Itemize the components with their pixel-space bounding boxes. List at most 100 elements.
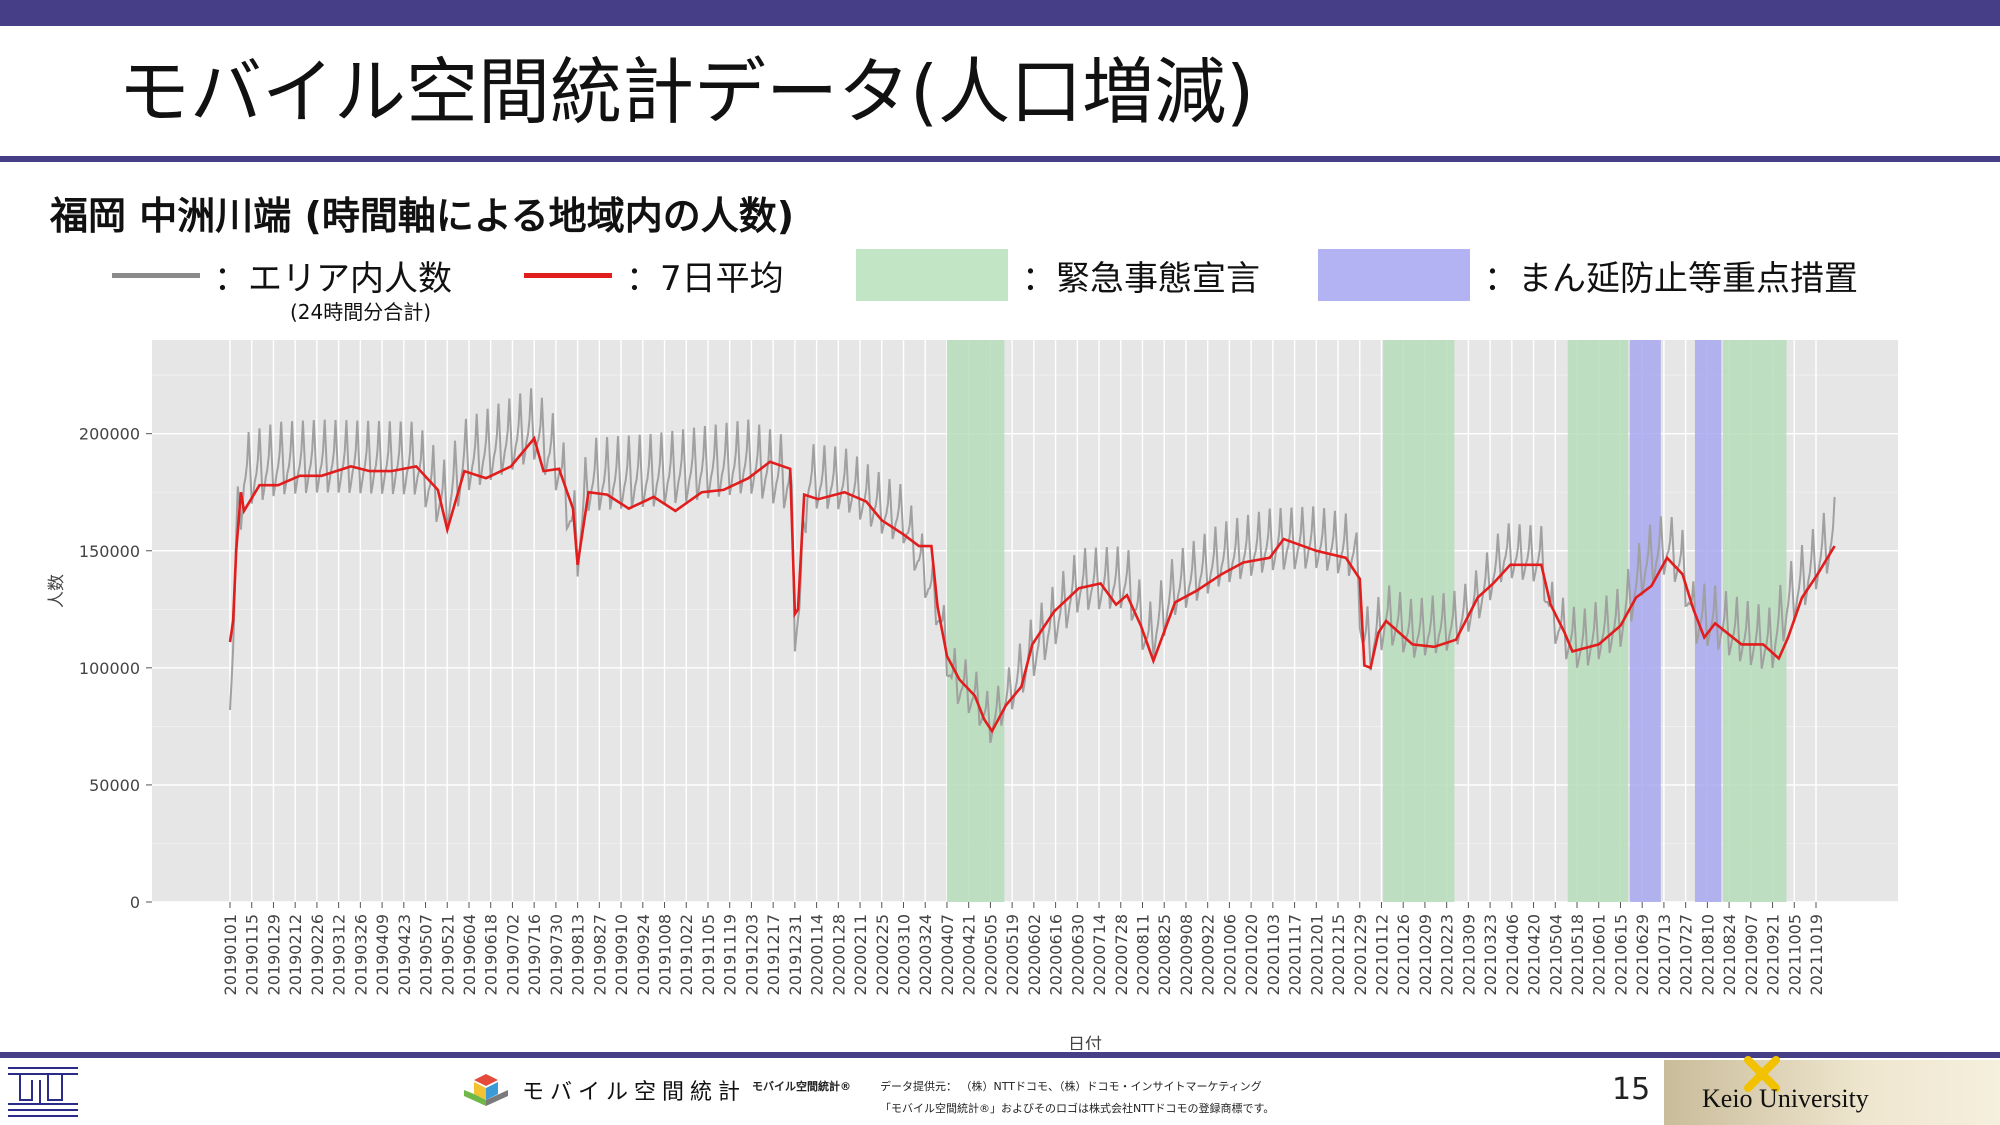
x-tick-label: 20210810 (1698, 914, 1717, 995)
emergency-band (946, 340, 1005, 902)
x-tick-label: 20201006 (1220, 914, 1239, 995)
x-tick-label: 20201229 (1351, 914, 1370, 995)
x-tick-label: 20210727 (1677, 914, 1696, 995)
x-tick-label: 20190813 (569, 914, 588, 995)
x-tick-label: 20190604 (460, 914, 479, 995)
y-tick-label: 50000 (89, 776, 140, 795)
x-tick-label: 20200714 (1090, 914, 1109, 995)
emergency-band (1383, 340, 1455, 902)
x-tick-label: 20210629 (1633, 914, 1652, 995)
x-tick-label: 20190326 (351, 914, 370, 995)
x-axis: 20190101 20190115 20190129 20190212 20190226… (221, 902, 1826, 995)
x-tick-label: 20200602 (1025, 914, 1044, 995)
university-name: Keio University (1702, 1084, 1869, 1113)
footer-provider: データ提供元： （株）NTTドコモ、（株）ドコモ・インサイトマーケティング (880, 1080, 1262, 1093)
x-tick-label: 20200211 (851, 914, 870, 995)
x-tick-label: 20200616 (1047, 914, 1066, 995)
x-tick-label: 20210713 (1655, 914, 1674, 995)
x-tick-label: 20210921 (1764, 914, 1783, 995)
legend-emergency-swatch (856, 249, 1008, 301)
x-tick-label: 20190618 (482, 914, 501, 995)
x-tick-label: 20210504 (1546, 914, 1565, 995)
x-tick-label: 20190115 (243, 914, 262, 995)
x-tick-label: 20200407 (938, 914, 957, 995)
priority-band (1629, 340, 1661, 902)
x-tick-label: 20200728 (1112, 914, 1131, 995)
restriction-bands (946, 340, 1787, 902)
legend-priority: ：まん延防止等重点措置 (1318, 249, 1858, 301)
x-tick-label: 20190910 (612, 914, 631, 995)
legend-daily: ：エリア内人数 (112, 250, 452, 300)
legend-average-label: ：7日平均 (626, 258, 784, 299)
legend-daily-sublabel: (24時間分合計) (290, 300, 432, 324)
x-tick-label: 20210518 (1568, 914, 1587, 995)
x-tick-label: 20200908 (1177, 914, 1196, 995)
institute-logo (8, 1067, 78, 1117)
x-tick-label: 20201103 (1264, 914, 1283, 995)
x-tick-label: 20190312 (330, 914, 349, 995)
average-series-line (228, 435, 1836, 734)
x-tick-label: 20210223 (1438, 914, 1457, 995)
x-tick-label: 20191022 (677, 914, 696, 995)
x-tick-label: 20210406 (1503, 914, 1522, 995)
x-tick-label: 20190507 (417, 914, 436, 995)
x-tick-label: 20191008 (656, 914, 675, 995)
keio-logo: Keio University (1664, 1056, 2000, 1125)
legend-daily-swatch (112, 272, 200, 278)
x-tick-label: 20210112 (1372, 914, 1391, 995)
x-tick-label: 20190226 (308, 914, 327, 995)
chart-subtitle: 福岡 中洲川端 (時間軸による地域内の人数) (50, 194, 795, 238)
footer-brand-reg: モバイル空間統計® (752, 1080, 851, 1093)
footer-rule (0, 1052, 2000, 1058)
x-tick-label: 20210615 (1611, 914, 1630, 995)
x-tick-label: 20190716 (525, 914, 544, 995)
x-tick-label: 20200421 (960, 914, 979, 995)
x-tick-label: 20210126 (1394, 914, 1413, 995)
legend-average-swatch (524, 272, 612, 278)
x-tick-label: 20210601 (1590, 914, 1609, 995)
x-tick-label: 20211005 (1785, 914, 1804, 995)
x-tick-label: 20190521 (438, 914, 457, 995)
x-tick-label: 20191105 (699, 914, 718, 995)
x-tick-label: 20200825 (1155, 914, 1174, 995)
x-tick-label: 20190212 (286, 914, 305, 995)
page-number: 15 (1612, 1072, 1651, 1107)
x-tick-label: 20200922 (1199, 914, 1218, 995)
x-tick-label: 20200505 (981, 914, 1000, 995)
legend-average: ：7日平均 (524, 250, 784, 300)
x-tick-label: 20190101 (221, 914, 240, 995)
y-axis-title: 人数 (47, 574, 67, 608)
y-tick-label: 0 (130, 893, 140, 912)
slide-title: モバイル空間統計データ(人口増減) (118, 50, 1255, 134)
x-tick-label: 20201117 (1286, 914, 1305, 995)
legend-priority-label: ：まん延防止等重点措置 (1484, 258, 1858, 299)
x-tick-label: 20191231 (786, 914, 805, 995)
pen-emblem-icon (1744, 1056, 1780, 1092)
x-tick-label: 20210420 (1525, 914, 1544, 995)
legend-emergency-label: ：緊急事態宣言 (1022, 258, 1260, 299)
brand-cube-icon (464, 1074, 508, 1106)
footer-trademark: 「モバイル空間統計®」およびそのロゴは株式会社NTTドコモの登録商標です。 (880, 1102, 1275, 1115)
x-tick-label: 20211019 (1807, 914, 1826, 995)
x-tick-label: 20210824 (1720, 914, 1739, 995)
y-tick-label: 150000 (79, 542, 140, 561)
legend-emergency: ：緊急事態宣言 (856, 249, 1260, 301)
x-tick-label: 20190129 (264, 914, 283, 995)
x-tick-label: 20200811 (1133, 914, 1152, 995)
legend-daily-label: ：エリア内人数 (214, 258, 452, 299)
x-tick-label: 20191203 (742, 914, 761, 995)
header-bar (0, 0, 2000, 26)
x-tick-label: 20210309 (1459, 914, 1478, 995)
x-tick-label: 20200114 (808, 914, 827, 995)
x-tick-label: 20190827 (590, 914, 609, 995)
footer-brand-label: モバイル空間統計 (522, 1080, 747, 1105)
x-tick-label: 20201201 (1307, 914, 1326, 995)
x-tick-label: 20190730 (547, 914, 566, 995)
x-tick-label: 20200310 (895, 914, 914, 995)
x-tick-label: 20201020 (1242, 914, 1261, 995)
population-chart: 0 50000 100000 150000 200000 20190101 2019011… (47, 340, 1898, 1050)
y-tick-label: 200000 (79, 425, 140, 444)
x-tick-label: 20190702 (503, 914, 522, 995)
x-tick-label: 20191119 (721, 914, 740, 995)
footer-brand: モバイル空間統計 (462, 1072, 746, 1108)
